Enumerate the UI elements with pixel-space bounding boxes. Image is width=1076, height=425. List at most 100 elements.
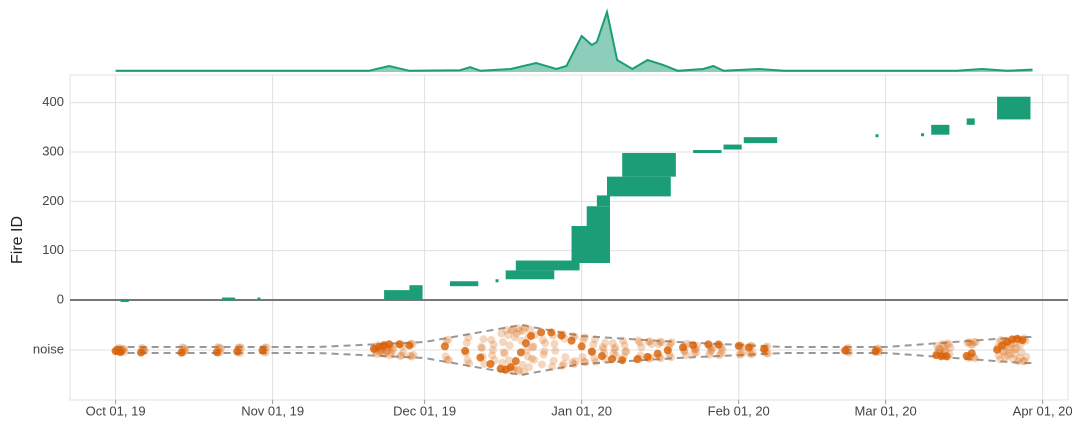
noise-point: [608, 339, 617, 348]
noise-point: [664, 343, 673, 352]
noise-point: [396, 352, 405, 361]
noise-point: [399, 348, 408, 357]
noise-point: [965, 338, 974, 347]
noise-point: [944, 340, 953, 349]
fire-block: [596, 195, 610, 207]
noise-point: [509, 326, 518, 335]
x-tick-label: Nov 01, 19: [241, 403, 304, 418]
noise-point: [763, 342, 772, 351]
noise-point: [590, 354, 599, 363]
y-axis-label: Fire ID: [9, 216, 26, 264]
noise-point: [261, 348, 270, 357]
noise-point: [1010, 350, 1019, 359]
noise-point: [547, 328, 556, 337]
noise-point: [537, 360, 546, 369]
noise-point: [619, 353, 628, 362]
noise-point: [569, 332, 578, 341]
noise-point: [461, 349, 470, 358]
noise-point: [520, 367, 529, 376]
noise-point: [745, 349, 754, 358]
noise-point: [577, 342, 586, 351]
noise-point: [568, 358, 577, 367]
noise-point: [599, 345, 608, 354]
noise-point: [999, 347, 1008, 356]
noise-point: [514, 324, 523, 333]
noise-point: [996, 355, 1005, 364]
noise-point: [665, 350, 674, 359]
noise-point: [442, 337, 451, 346]
noise-point: [744, 343, 753, 352]
noise-point: [1017, 348, 1026, 357]
noise-point: [934, 345, 943, 354]
noise-point: [464, 333, 473, 342]
noise-point: [479, 335, 488, 344]
noise-point: [715, 351, 724, 360]
density-line: [115, 8, 1033, 72]
noise-point: [598, 343, 607, 352]
noise-point: [653, 349, 662, 358]
noise-point: [499, 348, 508, 357]
noise-point: [528, 343, 537, 352]
noise-point: [609, 349, 618, 358]
noise-point: [634, 354, 643, 363]
noise-point: [689, 341, 698, 350]
noise-point: [537, 328, 546, 337]
noise-point: [234, 348, 243, 357]
fire-block: [515, 260, 580, 271]
x-tick-label: Apr 01, 20: [1013, 403, 1073, 418]
noise-point: [718, 346, 727, 355]
noise-point: [704, 340, 713, 349]
noise-point: [389, 345, 398, 354]
noise-point: [845, 348, 854, 357]
noise-point: [504, 356, 513, 365]
noise-point: [512, 329, 521, 338]
noise-point: [601, 355, 610, 364]
noise-point: [667, 338, 676, 347]
noise-point: [581, 358, 590, 367]
noise-point: [515, 367, 524, 376]
noise-point: [654, 340, 663, 349]
y-tick-label: 200: [42, 193, 64, 208]
noise-point: [548, 362, 557, 371]
noise-point: [747, 350, 756, 359]
noise-point: [498, 358, 507, 367]
noise-point: [462, 338, 471, 347]
noise-point: [567, 336, 576, 345]
noise-point: [748, 341, 757, 350]
y-tick-label: noise: [33, 341, 64, 356]
noise-point: [844, 343, 853, 352]
noise-point: [933, 341, 942, 350]
fire-block: [997, 96, 1031, 120]
noise-point: [691, 345, 700, 354]
noise-point: [643, 352, 652, 361]
noise-point: [1009, 355, 1018, 364]
fire-block: [606, 176, 671, 197]
noise-point: [579, 336, 588, 345]
noise-point: [215, 343, 224, 352]
noise-point: [214, 348, 223, 357]
noise-point: [656, 337, 665, 346]
noise-point: [679, 346, 688, 355]
noise-point: [539, 350, 548, 359]
noise-point: [258, 346, 267, 355]
noise-point: [375, 347, 384, 356]
noise-point: [873, 346, 882, 355]
noise-point: [1004, 351, 1013, 360]
noise-point: [558, 361, 567, 370]
noise-point: [407, 352, 416, 361]
noise-point: [1019, 357, 1028, 366]
noise-point: [998, 347, 1007, 356]
noise-point: [1020, 334, 1029, 343]
noise-point: [510, 333, 519, 342]
violin-outline: [115, 352, 1033, 377]
noise-point: [644, 337, 653, 346]
noise-point: [137, 343, 146, 352]
y-tick-label: 400: [42, 94, 64, 109]
noise-point: [140, 346, 149, 355]
noise-point: [559, 360, 568, 369]
noise-point: [538, 336, 547, 345]
noise-point: [521, 339, 530, 348]
noise-point: [967, 349, 976, 358]
noise-point: [941, 346, 950, 355]
